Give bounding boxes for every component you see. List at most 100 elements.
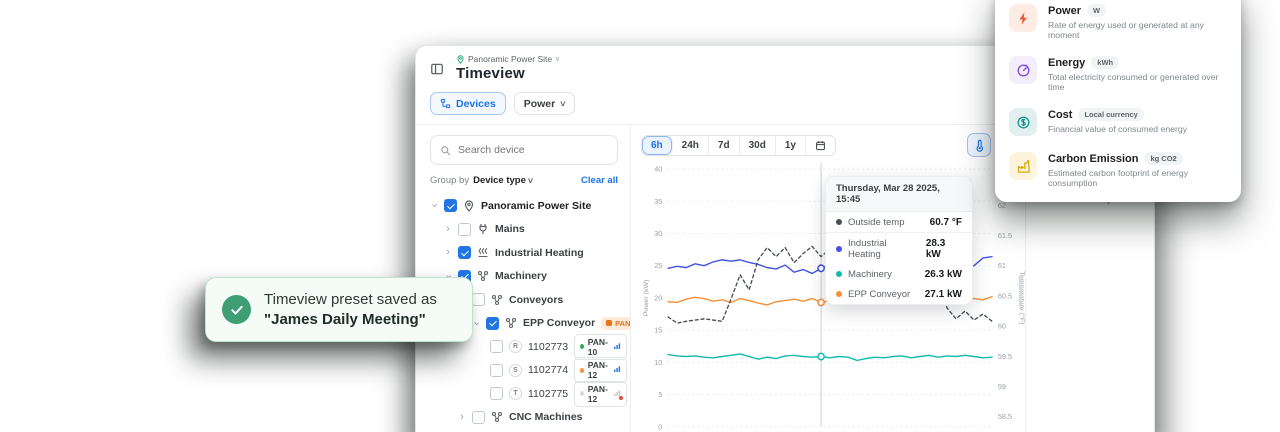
range-6h[interactable]: 6h <box>642 135 673 155</box>
device-search-input[interactable] <box>458 144 608 156</box>
svg-text:5: 5 <box>658 390 662 399</box>
success-check-icon <box>222 295 251 324</box>
metric-dropdown-label: Power <box>523 97 556 110</box>
range-24h[interactable]: 24h <box>673 135 709 155</box>
chevron-right-icon[interactable]: › <box>460 410 464 423</box>
series-dot <box>836 245 842 252</box>
unit-badge: W <box>1087 4 1107 17</box>
location-pin-icon <box>456 55 465 64</box>
metrics-popover: Power W Rate of energy used or generated … <box>995 0 1241 202</box>
svg-text:20: 20 <box>654 293 662 302</box>
svg-text:60: 60 <box>998 321 1006 330</box>
calendar-button[interactable] <box>806 136 835 155</box>
group-by-dropdown[interactable]: Device type ˅ <box>473 175 533 186</box>
checkbox[interactable] <box>458 246 471 260</box>
group-by-label: Group by <box>430 175 470 186</box>
device-status-pill: PAN-12 <box>574 357 628 384</box>
chevron-down-icon: ˅ <box>555 54 560 64</box>
unit-badge: kg CO2 <box>1144 152 1183 165</box>
metric-dropdown[interactable]: Power ˅ <box>513 92 576 115</box>
tree-item-device-1102775[interactable]: T 1102775 PAN-12 <box>430 380 628 407</box>
tooltip-timestamp: Thursday, Mar 28 2025, 15:45 <box>826 177 972 212</box>
error-dot <box>619 395 624 400</box>
breadcrumb[interactable]: Panoramic Power Site ˅ <box>456 54 560 64</box>
series-dot <box>836 291 842 297</box>
toast-line1: Timeview preset saved as <box>264 291 437 308</box>
device-tree-icon <box>440 98 451 109</box>
tree-item-device-1102774[interactable]: S 1102774 PAN-12 <box>430 357 628 384</box>
tree-item-industrial-heating[interactable]: › Industrial Heating <box>430 241 618 265</box>
popover-item-carbon-emission[interactable]: Carbon Emission kg CO2 Estimated carbon f… <box>995 144 1241 196</box>
svg-text:25: 25 <box>654 261 662 270</box>
svg-text:35: 35 <box>654 197 662 206</box>
tree-item-panoramic-power-site[interactable]: › Panoramic Power Site <box>428 199 592 213</box>
pan-badge: PAN <box>601 316 630 330</box>
series-dot <box>836 271 842 277</box>
status-dot <box>580 344 584 350</box>
devices-button-label: Devices <box>456 97 496 110</box>
chevron-right-icon[interactable]: › <box>446 222 450 235</box>
svg-text:10: 10 <box>654 358 662 367</box>
device-status-pill: PAN-10 <box>574 333 628 360</box>
signal-icon <box>613 342 621 352</box>
checkbox[interactable] <box>472 410 485 424</box>
dollar-icon <box>1009 108 1037 136</box>
tree-item-cnc-machines[interactable]: › CNC Machines <box>430 406 618 430</box>
chart-tooltip: Thursday, Mar 28 2025, 15:45 Outside tem… <box>825 176 973 305</box>
status-dot <box>580 391 584 397</box>
time-range-selector: 6h 24h 7d 30d 1y <box>641 134 836 156</box>
factory-icon <box>1009 152 1037 180</box>
phase-r-badge: R <box>509 340 522 354</box>
signal-icon <box>613 365 621 375</box>
tree-item-epp-conveyor[interactable]: › EPP Conveyor PAN 3P/3S <box>430 312 630 336</box>
popover-item-power[interactable]: Power W Rate of energy used or generated … <box>995 0 1241 48</box>
svg-text:Power (kW): Power (kW) <box>643 280 650 317</box>
tree-item-mains[interactable]: › Mains <box>430 218 618 242</box>
svg-text:60.5: 60.5 <box>998 291 1012 300</box>
checkbox[interactable] <box>486 316 499 330</box>
clear-all-link[interactable]: Clear all <box>581 175 618 186</box>
phase-t-badge: T <box>509 387 522 401</box>
toast-preset-name: "James Daily Meeting" <box>264 310 426 328</box>
checkbox[interactable] <box>458 222 471 236</box>
chevron-right-icon[interactable]: › <box>446 246 450 259</box>
location-pin-icon <box>463 200 475 212</box>
unit-badge: Local currency <box>1078 108 1144 121</box>
group-by-value: Device type <box>473 175 526 186</box>
svg-text:30: 30 <box>654 229 662 238</box>
checkbox[interactable] <box>490 340 503 354</box>
title-block: Panoramic Power Site ˅ Timeview <box>456 54 560 82</box>
range-30d[interactable]: 30d <box>740 135 776 155</box>
chevron-down-icon[interactable]: › <box>428 203 441 208</box>
tree-item-device-1102773[interactable]: R 1102773 PAN-10 <box>430 333 628 360</box>
gauge-icon <box>1009 56 1037 84</box>
search-icon <box>440 145 451 156</box>
range-7d[interactable]: 7d <box>709 135 740 155</box>
checkbox[interactable] <box>444 199 457 213</box>
series-dot <box>836 219 842 225</box>
device-group-icon <box>491 294 503 306</box>
chart-controls: 6h 24h 7d 30d 1y ⚙ <box>641 133 1025 157</box>
tooltip-row: Industrial Heating 28.3 kW <box>826 233 972 264</box>
scrollbar-handle[interactable] <box>1019 275 1022 307</box>
chevron-down-icon: ˅ <box>527 175 534 186</box>
devices-button[interactable]: Devices <box>430 92 506 115</box>
plug-icon <box>477 223 489 235</box>
chevron-down-icon: ˅ <box>560 98 566 109</box>
svg-text:0: 0 <box>658 422 662 431</box>
bolt-icon <box>1009 4 1037 32</box>
checkbox[interactable] <box>490 387 503 401</box>
device-search[interactable] <box>430 135 618 165</box>
svg-text:15: 15 <box>654 326 662 335</box>
popover-item-energy[interactable]: Energy kWh Total electricity consumed or … <box>995 48 1241 100</box>
checkbox[interactable] <box>490 363 503 377</box>
svg-text:58.5: 58.5 <box>998 412 1012 421</box>
temperature-toggle-button[interactable] <box>967 133 991 157</box>
sidebar-toggle-icon[interactable] <box>430 62 448 80</box>
checkbox[interactable] <box>472 293 485 307</box>
tooltip-row: Machinery 26.3 kW <box>826 264 972 284</box>
range-1y[interactable]: 1y <box>776 135 806 155</box>
popover-item-cost[interactable]: Cost Local currency Financial value of co… <box>995 100 1241 144</box>
toolbar: Devices Power ˅ <box>416 86 1154 125</box>
